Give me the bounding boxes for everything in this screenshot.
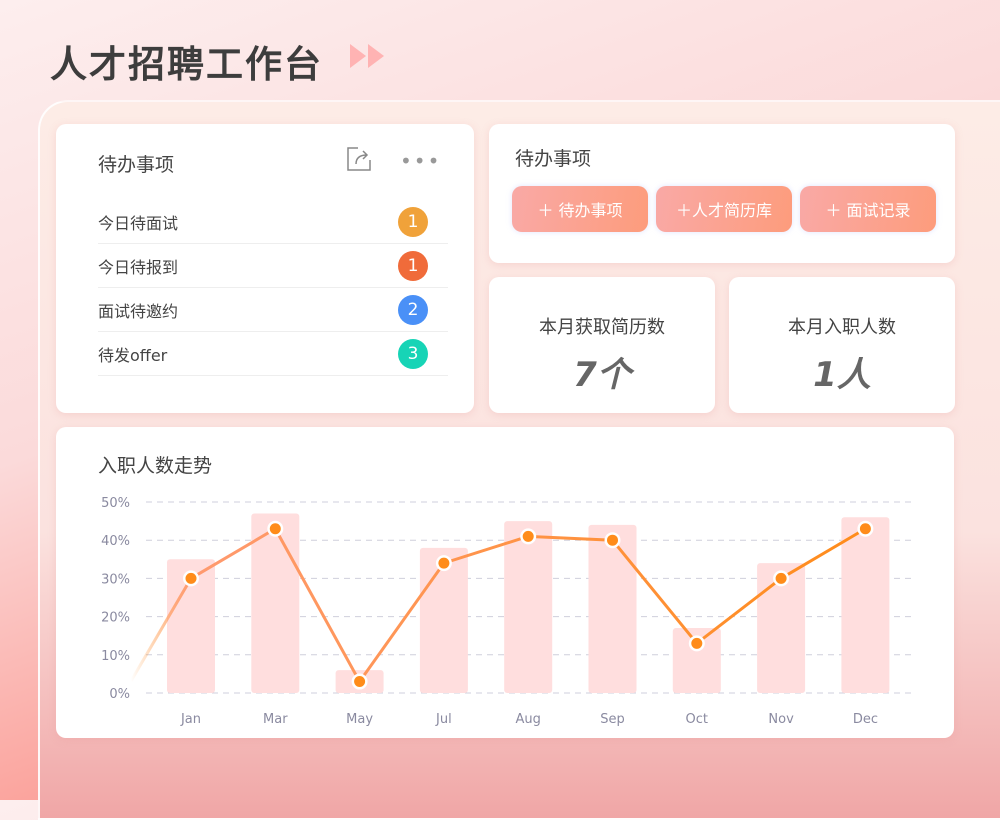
hire-count-card: 本月入职人数 1人	[729, 277, 955, 413]
todo-item[interactable]: 待发offer 3	[98, 332, 448, 376]
double-play-icon	[350, 44, 386, 68]
resume-count-card: 本月获取简历数 7个	[489, 277, 715, 413]
more-icon[interactable]: •••	[400, 149, 442, 173]
todo-item[interactable]: 面试待邀约 2	[98, 288, 448, 332]
count-badge: 1	[398, 206, 428, 237]
data-point	[775, 572, 787, 584]
bar	[588, 524, 637, 693]
todo-label: 待发offer	[98, 345, 168, 365]
x-tick-label: Nov	[768, 712, 794, 727]
bar	[419, 547, 468, 693]
todo-card-title: 待办事项	[98, 154, 175, 176]
y-tick-label: 50%	[101, 496, 130, 511]
data-point	[438, 557, 450, 569]
todo-label: 面试待邀约	[98, 301, 179, 321]
x-tick-label: Jan	[180, 712, 201, 727]
y-tick-label: 0%	[109, 687, 130, 702]
stat-value: 7个	[573, 355, 631, 395]
data-point	[522, 530, 534, 542]
data-point	[269, 523, 281, 535]
data-point	[859, 523, 871, 535]
share-icon[interactable]	[346, 146, 372, 172]
stat-value: 1人	[813, 355, 871, 395]
x-tick-label: Sep	[600, 712, 625, 727]
stat-label: 本月获取简历数	[539, 317, 665, 338]
resume-library-button[interactable]: ＋人才简历库	[656, 186, 792, 232]
chart-title: 入职人数走势	[98, 455, 213, 477]
quick-card-title: 待办事项	[515, 148, 592, 170]
count-badge: 1	[398, 250, 428, 281]
x-tick-label: Aug	[516, 712, 541, 727]
quick-actions-card: 待办事项 ＋ 待办事项 ＋人才简历库 ＋ 面试记录	[489, 124, 955, 263]
bar	[672, 628, 721, 693]
count-badge: 2	[398, 294, 428, 325]
todo-item[interactable]: 今日待报到 1	[98, 244, 448, 288]
trend-chart: 0% 10% 20% 30% 40% 50% Jan Mar May Jul Aug Sep Oct No…	[101, 496, 916, 727]
x-tick-label: Mar	[263, 712, 288, 727]
todo-card: 待办事项 ••• 今日待面试 1 今日待报到 1 面试待邀约 2 待发offer 3	[56, 124, 474, 413]
y-tick-label: 10%	[101, 649, 130, 664]
bar	[841, 517, 890, 693]
y-tick-label: 40%	[101, 534, 130, 549]
y-tick-label: 30%	[101, 572, 130, 587]
data-point	[354, 676, 366, 688]
interview-record-button[interactable]: ＋ 面试记录	[800, 186, 936, 232]
count-badge: 3	[398, 338, 428, 369]
x-tick-label: May	[346, 712, 373, 727]
bar	[757, 563, 806, 693]
add-todo-button[interactable]: ＋ 待办事项	[512, 186, 648, 232]
y-tick-label: 20%	[101, 611, 130, 626]
x-tick-label: Dec	[853, 712, 878, 727]
data-point	[185, 572, 197, 584]
todo-label: 今日待面试	[98, 213, 179, 233]
trend-line	[129, 526, 867, 685]
bar	[167, 559, 215, 693]
data-point	[691, 637, 703, 649]
x-tick-label: Oct	[686, 712, 708, 727]
x-tick-label: Jul	[435, 712, 452, 727]
todo-label: 今日待报到	[98, 257, 179, 277]
todo-item[interactable]: 今日待面试 1	[98, 200, 448, 244]
stat-label: 本月入职人数	[788, 317, 896, 338]
page-title: 人才招聘工作台	[50, 43, 323, 86]
bar	[251, 513, 300, 693]
bar	[504, 521, 553, 693]
data-point	[607, 534, 618, 546]
trend-chart-card: 入职人数走势 0% 10% 20% 30% 40% 50% Jan Mar May Jul Aug S…	[56, 427, 954, 738]
